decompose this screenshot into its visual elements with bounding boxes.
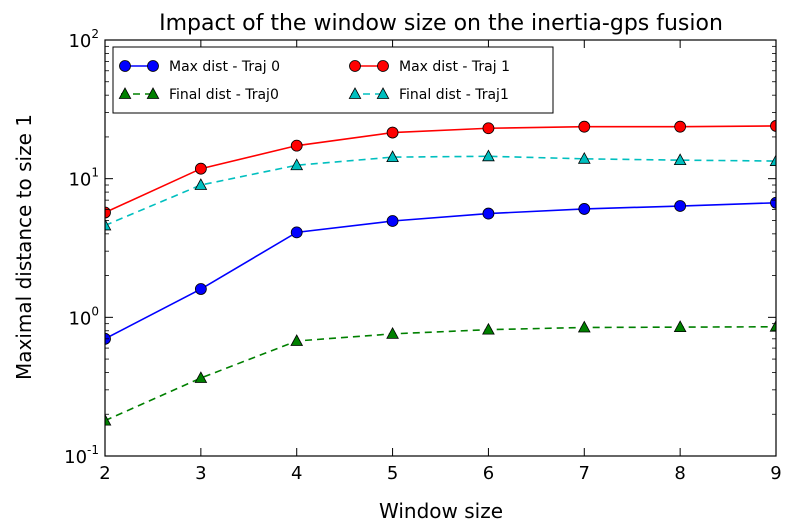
series-1-point-4 (386, 215, 399, 227)
legend-label-1: Max dist - Traj 0 (169, 59, 280, 75)
legend: Max dist - Traj 0 Max dist - Traj 1 Final … (112, 46, 554, 114)
series-1-point-7 (674, 200, 687, 212)
series-1-point-6 (578, 203, 591, 215)
series-3-point-2 (194, 371, 208, 383)
x-tick-label: 8 (674, 463, 685, 484)
y-axis-label: Maximal distance to size 1 (12, 114, 36, 380)
series-3-point-4 (386, 327, 399, 339)
series-3-point-1 (105, 413, 112, 426)
series-4-point-6 (577, 151, 591, 164)
legend-box (112, 46, 554, 114)
y-tick-label: 102 (68, 27, 99, 52)
x-tick-label: 5 (387, 463, 398, 484)
series-4-point-2 (194, 178, 208, 190)
plot-frame (104, 39, 777, 457)
x-tick-label: 4 (291, 463, 302, 484)
x-tick-label: 9 (770, 463, 781, 484)
series-1-point-2 (194, 283, 207, 295)
series-2-point-8 (770, 120, 776, 132)
series-4-point-8 (769, 154, 776, 166)
x-tick-label: 7 (579, 463, 590, 484)
legend-marker (348, 87, 362, 99)
series-2-point-4 (386, 126, 399, 139)
series-1-point-3 (290, 226, 303, 239)
legend-label-2: Max dist - Traj 1 (399, 59, 510, 75)
legend-marker (118, 87, 132, 99)
series-4-line (105, 155, 776, 227)
series-2-point-3 (290, 139, 303, 152)
chart-title: Impact of the window size on the inertia… (159, 11, 723, 36)
series-4-point-4 (386, 150, 399, 163)
legend-label-3: Final dist - Traj0 (169, 87, 279, 103)
legend-marker (376, 87, 390, 99)
y-tick-label: 100 (68, 304, 99, 329)
series-3-point-8 (769, 319, 776, 332)
axes-layer: 2 3 4 5 6 7 8 9 10-1 100 101 102 (64, 27, 782, 484)
series-3-line (105, 325, 776, 422)
x-tick-label: 6 (483, 463, 494, 484)
x-tick-label: 3 (195, 463, 206, 484)
series-1-point-5 (482, 207, 495, 220)
series-3-point-6 (577, 320, 591, 333)
legend-marker (119, 60, 131, 72)
series-2-point-7 (674, 120, 687, 133)
x-axis-label: Window size (379, 499, 503, 523)
series-2-point-6 (578, 120, 591, 133)
series-3-point-7 (673, 320, 687, 333)
series-4-point-5 (482, 149, 495, 162)
x-tick-label: 2 (99, 463, 110, 484)
series-layer (105, 120, 776, 426)
y-tick-label: 101 (68, 166, 99, 191)
legend-marker (146, 87, 160, 99)
y-tick-label: 10-1 (64, 443, 99, 468)
series-1-line (105, 201, 776, 340)
series-4-point-3 (290, 158, 304, 171)
series-4-point-1 (105, 218, 112, 231)
legend-label-4: Final dist - Traj1 (399, 87, 509, 103)
legend-marker (377, 60, 389, 72)
legend-marker (147, 60, 159, 72)
series-2-line (105, 125, 776, 214)
legend-marker (349, 60, 361, 72)
series-3-point-3 (290, 334, 304, 346)
series-2-point-2 (194, 162, 207, 175)
series-3-point-5 (482, 322, 495, 335)
series-2-point-5 (482, 122, 495, 135)
series-4-point-7 (673, 153, 687, 166)
